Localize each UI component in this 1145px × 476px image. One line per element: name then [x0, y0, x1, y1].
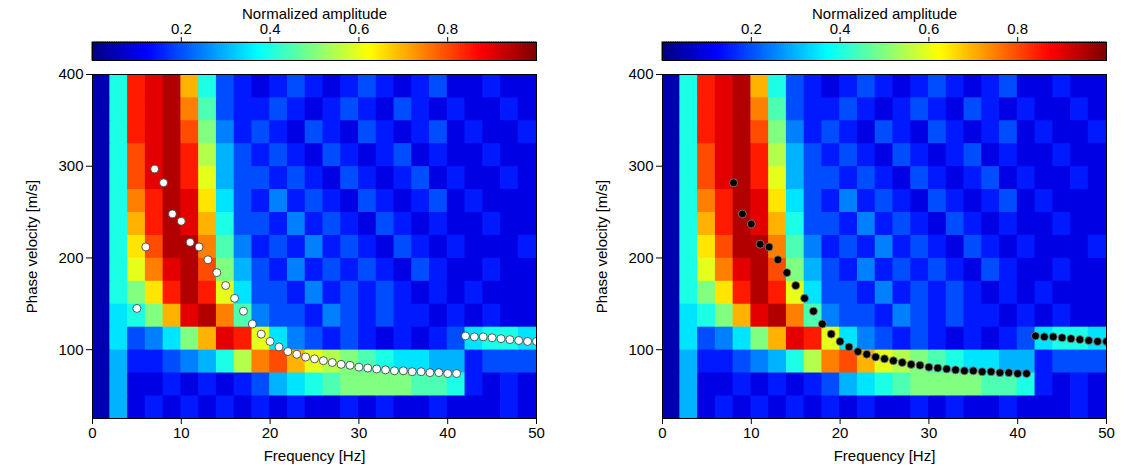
svg-text:30: 30	[921, 424, 938, 441]
svg-text:Phase velocity [m/s]: Phase velocity [m/s]	[23, 180, 40, 313]
svg-text:0.2: 0.2	[171, 20, 192, 37]
svg-text:200: 200	[58, 249, 83, 266]
svg-text:Frequency [Hz]: Frequency [Hz]	[264, 447, 366, 464]
svg-text:0.6: 0.6	[918, 19, 940, 37]
svg-text:0.8: 0.8	[437, 20, 458, 37]
svg-text:10: 10	[173, 424, 190, 441]
svg-text:400: 400	[628, 65, 653, 82]
svg-text:0.2: 0.2	[741, 20, 762, 37]
svg-text:Phase velocity [m/s]: Phase velocity [m/s]	[593, 180, 610, 313]
svg-text:30: 30	[351, 424, 368, 441]
svg-text:0.8: 0.8	[1007, 20, 1028, 37]
svg-text:Normalized amplitude: Normalized amplitude	[242, 5, 387, 22]
svg-text:50: 50	[1098, 424, 1115, 441]
svg-text:10: 10	[743, 424, 760, 441]
svg-text:100: 100	[628, 341, 653, 358]
svg-text:300: 300	[628, 157, 653, 174]
svg-text:20: 20	[832, 424, 849, 441]
svg-text:0.6: 0.6	[348, 19, 370, 37]
svg-text:0: 0	[658, 424, 666, 441]
svg-text:100: 100	[58, 341, 83, 358]
svg-text:50: 50	[528, 424, 545, 441]
svg-text:40: 40	[1009, 424, 1026, 441]
svg-text:0.4: 0.4	[829, 19, 851, 37]
svg-text:Frequency [Hz]: Frequency [Hz]	[834, 447, 936, 464]
svg-text:40: 40	[439, 424, 456, 441]
svg-text:400: 400	[58, 65, 83, 82]
svg-text:Normalized amplitude: Normalized amplitude	[812, 5, 957, 22]
svg-text:0: 0	[88, 424, 96, 441]
svg-text:300: 300	[58, 157, 83, 174]
svg-text:0.4: 0.4	[259, 19, 281, 37]
svg-text:200: 200	[628, 249, 653, 266]
svg-text:20: 20	[262, 424, 279, 441]
